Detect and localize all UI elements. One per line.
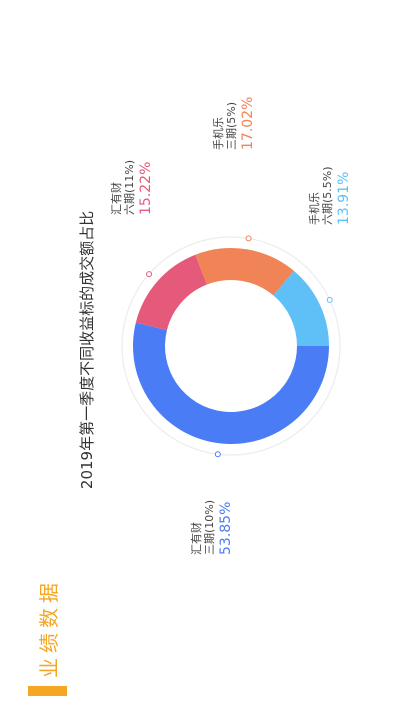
slice-name-line2: 三期(10%): [203, 500, 216, 555]
donut-slices: [132, 248, 329, 445]
slice-name-line1: 手机乐: [307, 192, 321, 225]
slice-percent-label: 53.85%: [218, 502, 234, 555]
slice-label: 手机乐 六期(5.5%) 13.91%: [307, 166, 352, 225]
slice-label: 汇有财 三期(10%) 53.85%: [189, 500, 234, 555]
donut-slice[interactable]: [195, 248, 294, 296]
donut-slice[interactable]: [273, 270, 329, 346]
slice-name-line2: 三期(5%): [225, 102, 238, 150]
slice-label: 手机乐 三期(5%) 17.02%: [211, 97, 256, 150]
slice-name-line1: 手机乐: [211, 117, 225, 150]
donut-outer-track: [121, 236, 341, 456]
slice-leader-dot: [326, 296, 333, 303]
slice-name-line2: 六期(5.5%): [321, 166, 334, 225]
section-title: 业绩数据: [37, 578, 61, 678]
section-accent-bar: [28, 686, 67, 696]
slice-percent-label: 17.02%: [240, 97, 256, 150]
slice-leader-dot: [214, 451, 221, 458]
slice-name-line2: 六期(11%): [123, 160, 136, 215]
donut-slice[interactable]: [132, 322, 329, 445]
slice-label: 汇有财 六期(11%) 15.22%: [109, 160, 154, 215]
chart-title: 2019年第一季度不同收益标的成交额占比: [78, 211, 96, 489]
slice-leader-dot: [245, 235, 252, 242]
slice-name-line1: 汇有财: [189, 522, 203, 555]
donut-slice[interactable]: [135, 254, 207, 331]
slice-percent-label: 13.91%: [336, 172, 352, 225]
slice-name-line1: 汇有财: [109, 182, 123, 215]
slice-labels: 汇有财 三期(10%) 53.85%汇有财 六期(11%) 15.22%手机乐 三期(5%…: [109, 97, 352, 555]
slice-percent-label: 15.22%: [138, 162, 154, 215]
slice-leader-dot: [146, 271, 153, 278]
